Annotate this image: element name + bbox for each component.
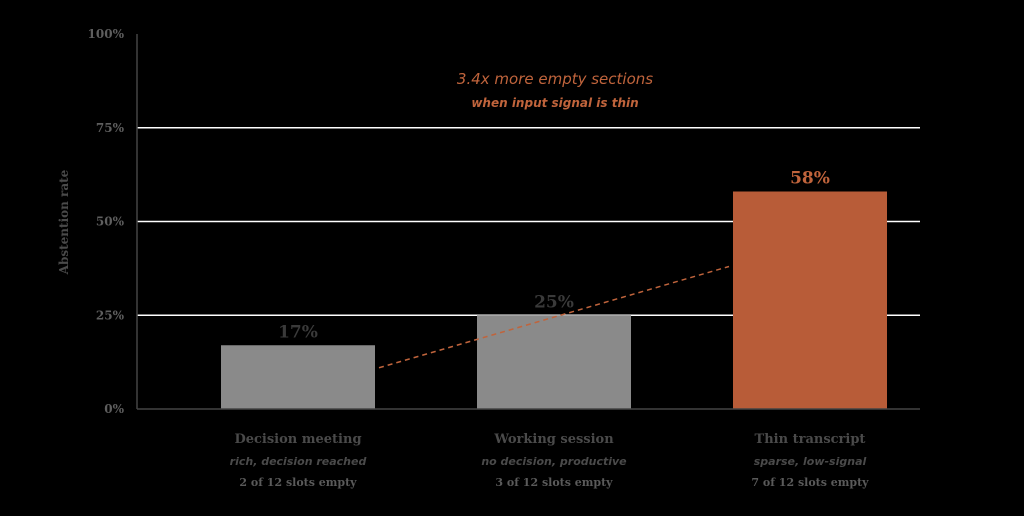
value-label: 25% [534, 292, 574, 312]
annotation-title: 3.4x more empty sections [457, 70, 653, 88]
axes [136, 34, 920, 410]
value-label: 58% [790, 169, 830, 189]
category-label: Thin transcript [755, 432, 866, 447]
value-label: 17% [278, 322, 318, 342]
category-note: 2 of 12 slots empty [239, 476, 357, 489]
y-axis-label: Abstention rate [57, 169, 71, 275]
bar-thin-transcript [733, 191, 887, 409]
labels: 0% 25% 50% 75% 100% 17% Decision meeting rich, … [88, 27, 870, 489]
category-note: 7 of 12 slots empty [751, 476, 869, 489]
category-note: 3 of 12 slots empty [495, 476, 613, 489]
category-label: Decision meeting [234, 432, 361, 447]
bar-working-session [477, 315, 631, 409]
y-tick-label: 25% [96, 308, 125, 322]
trend-line-group [378, 265, 730, 369]
category-subtitle: sparse, low-signal [754, 455, 867, 468]
y-tick-label: 0% [104, 402, 124, 416]
bar-decision-meeting [221, 345, 375, 409]
bars [221, 191, 887, 409]
category-subtitle: no decision, productive [481, 455, 627, 468]
y-tick-label: 100% [88, 27, 125, 41]
y-tick-label: 75% [96, 121, 125, 135]
annotation-subtitle: when input signal is thin [471, 96, 638, 110]
y-tick-label: 50% [96, 215, 125, 229]
trend-line [378, 265, 730, 369]
category-label: Working session [493, 432, 614, 447]
category-subtitle: rich, decision reached [230, 455, 367, 468]
